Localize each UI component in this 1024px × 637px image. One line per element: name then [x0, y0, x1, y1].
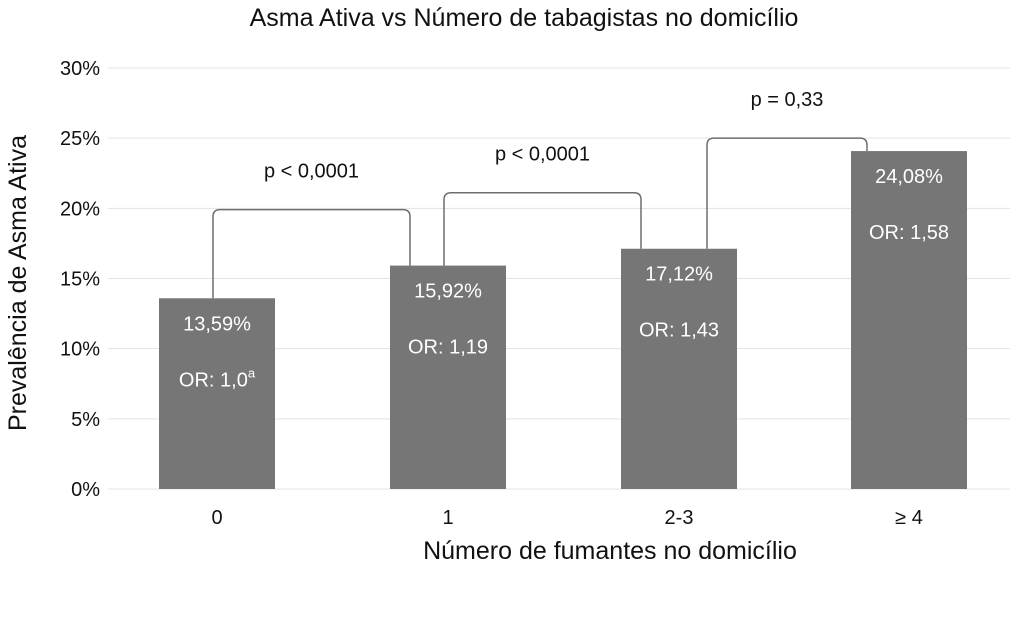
comparison-brackets: p < 0,0001 p < 0,0001 p = 0,33 [212, 89, 868, 299]
x-tick-label: 1 [442, 507, 453, 529]
bar [851, 151, 967, 489]
bar-value-label: 17,12% [645, 264, 713, 286]
y-tick-label: 5% [71, 409, 100, 431]
x-axis-categories: 0 1 2-3 ≥ 4 [211, 507, 922, 529]
bar-value-label: 15,92% [414, 281, 482, 303]
comparison-bracket [212, 208, 411, 299]
or-superscript: a [248, 365, 256, 380]
y-axis-ticks: 0% 5% 10% 15% 20% 25% 30% [60, 58, 100, 501]
y-tick-label: 30% [60, 58, 100, 80]
bar [159, 298, 275, 489]
bars: 13,59% OR: 1,0a 15,92% OR: 1,19 17,12% OR: 1,… [159, 151, 967, 489]
bar-or-label: OR: 1,43 [639, 320, 719, 342]
chart-title: Asma Ativa vs Número de tabagistas no do… [250, 4, 799, 32]
x-tick-label: 2-3 [665, 507, 694, 529]
x-tick-label: ≥ 4 [895, 507, 923, 529]
bar-or-label: OR: 1,19 [408, 337, 488, 359]
p-value-label: p < 0,0001 [495, 144, 590, 166]
bar-or-label: OR: 1,58 [869, 222, 949, 244]
y-tick-label: 20% [60, 198, 100, 220]
comparison-bracket [443, 191, 642, 266]
y-tick-label: 0% [71, 479, 100, 501]
x-axis-label: Número de fumantes no domicílio [423, 537, 797, 565]
p-value-label: p = 0,33 [751, 89, 824, 111]
comparison-bracket [706, 137, 868, 249]
p-value-label: p < 0,0001 [264, 161, 359, 183]
bar [390, 265, 506, 489]
y-tick-label: 25% [60, 128, 100, 150]
y-axis-label: Prevalência de Asma Ativa [4, 135, 32, 431]
y-tick-label: 10% [60, 339, 100, 361]
x-tick-label: 0 [211, 507, 222, 529]
bar [621, 248, 737, 489]
bar-value-label: 24,08% [875, 166, 943, 188]
y-tick-label: 15% [60, 269, 100, 291]
bar-or-label: OR: 1,0a [179, 365, 256, 391]
bar-value-label: 13,59% [183, 313, 251, 335]
